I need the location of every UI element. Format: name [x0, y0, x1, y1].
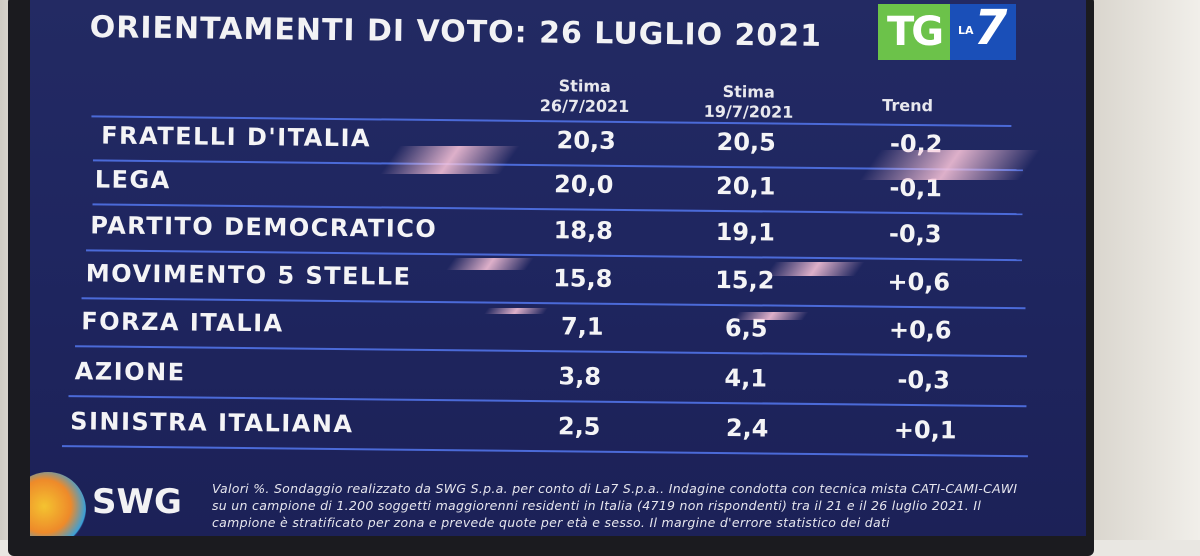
screen-glare	[483, 308, 549, 314]
poll-table: Stima 26/7/2021 Stima 19/7/2021 Trend FR…	[30, 0, 1086, 536]
screen-glare	[445, 258, 535, 270]
party-name: FORZA ITALIA	[81, 307, 284, 338]
header-previous-estimate: Stima 19/7/2021	[683, 82, 813, 123]
party-name: PARTITO DEMOCRATICO	[90, 211, 438, 244]
swg-brand: SWG	[92, 482, 182, 522]
logo-seven-text: 7	[974, 0, 1008, 56]
previous-estimate: 20,5	[716, 127, 776, 157]
screen-glare	[733, 312, 809, 320]
swg-logo-icon	[30, 472, 86, 536]
party-name: SINISTRA ITALIANA	[70, 407, 354, 439]
previous-estimate: 19,1	[715, 217, 776, 247]
screen-glare	[765, 262, 865, 276]
table-row: AZIONE 3,8 4,1 -0,3	[30, 353, 1085, 412]
trend-value: -0,3	[888, 219, 942, 249]
header-current-estimate: Stima 26/7/2021	[519, 76, 649, 117]
current-estimate: 20,3	[556, 126, 616, 155]
previous-estimate: 2,4	[725, 414, 769, 443]
header-current-label: Stima	[558, 76, 611, 96]
current-estimate: 7,1	[560, 312, 604, 341]
trend-value: -0,3	[897, 365, 951, 395]
logo-la-text: LA	[958, 24, 974, 37]
logo-tg: TG	[878, 4, 950, 60]
party-name: LEGA	[94, 165, 171, 195]
trend-value: +0,1	[893, 415, 957, 445]
trend-value: +0,6	[888, 315, 952, 345]
current-estimate: 20,0	[553, 170, 614, 199]
methodology-note: Valori %. Sondaggio realizzato da SWG S.…	[212, 481, 1018, 530]
screen-glare	[859, 150, 1041, 180]
tv-screen: ORIENTAMENTI DI VOTO: 26 LUGLIO 2021 TG …	[30, 0, 1086, 536]
header-previous-date: 19/7/2021	[703, 101, 794, 122]
party-name: AZIONE	[74, 357, 186, 387]
tg-la7-logo: TG LA 7	[878, 0, 1016, 60]
current-estimate: 3,8	[558, 362, 602, 391]
wall-right	[1090, 0, 1200, 540]
party-name: MOVIMENTO 5 STELLE	[85, 259, 412, 291]
footer: SWG Valori %. Sondaggio realizzato da SW…	[30, 462, 1086, 536]
header-previous-label: Stima	[722, 82, 775, 102]
previous-estimate: 4,1	[724, 364, 768, 393]
header-current-date: 26/7/2021	[539, 96, 630, 117]
trend-value: +0,6	[887, 267, 951, 297]
screen-glare	[380, 146, 520, 174]
current-estimate: 2,5	[557, 412, 601, 441]
party-name: FRATELLI D'ITALIA	[101, 121, 372, 153]
current-estimate: 18,8	[553, 216, 614, 245]
header-trend: Trend	[882, 95, 934, 116]
previous-estimate: 20,1	[715, 171, 776, 201]
table-row: SINISTRA ITALIANA 2,5 2,4 +0,1	[30, 403, 1084, 462]
table-row: FORZA ITALIA 7,1 6,5 +0,6	[30, 303, 1085, 362]
logo-la7: LA 7	[950, 0, 1016, 60]
rows-container: FRATELLI D'ITALIA 20,3 20,5 -0,2 LEGA 20,0 20,…	[33, 0, 1086, 458]
row-rule	[61, 445, 1028, 458]
current-estimate: 15,8	[553, 264, 613, 293]
tv-frame: ORIENTAMENTI DI VOTO: 26 LUGLIO 2021 TG …	[8, 0, 1094, 556]
